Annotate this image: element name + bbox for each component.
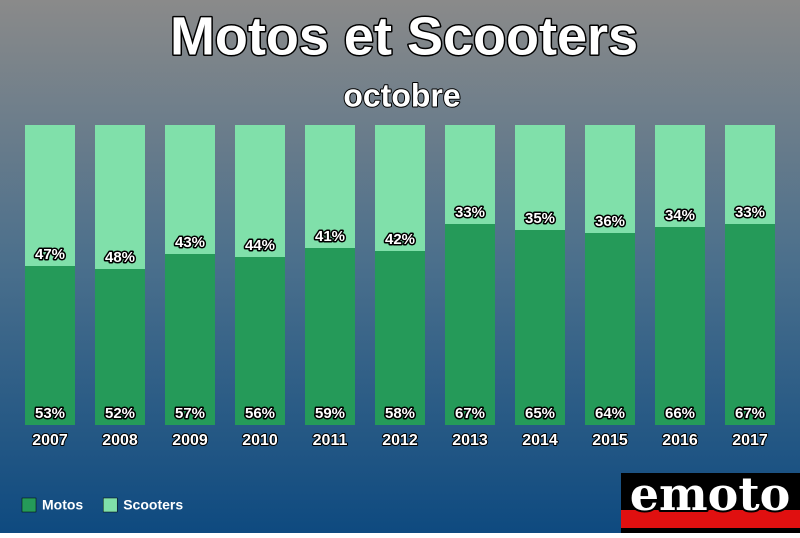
- value-label: 34%: [665, 207, 695, 224]
- bar-segment: [515, 125, 565, 230]
- bar-segment: [165, 254, 215, 425]
- legend-swatch: [102, 497, 118, 513]
- value-label: 41%: [315, 228, 345, 245]
- value-label: 33%: [455, 204, 485, 221]
- chart-title: Motos et Scooters: [170, 6, 638, 66]
- bar-segment: [235, 125, 285, 257]
- bar-segment: [375, 125, 425, 251]
- chart-subtitle: octobre: [343, 77, 460, 113]
- x-tick-label: 2008: [102, 432, 138, 449]
- x-tick-label: 2009: [172, 432, 208, 449]
- bar-segment: [515, 230, 565, 425]
- bar-segment: [305, 125, 355, 248]
- bar-segment: [725, 224, 775, 425]
- legend-swatch: [21, 497, 37, 513]
- x-tick-label: 2015: [592, 432, 628, 449]
- logo-text: emoto: [630, 467, 791, 521]
- x-tick-label: 2007: [32, 432, 68, 449]
- bar-segment: [95, 125, 145, 269]
- x-tick-label: 2017: [732, 432, 768, 449]
- x-tick-label: 2010: [242, 432, 278, 449]
- x-tick-label: 2014: [522, 432, 558, 449]
- value-label: 66%: [665, 405, 695, 422]
- value-label: 33%: [735, 204, 765, 221]
- bar-segment: [165, 125, 215, 254]
- value-label: 35%: [525, 210, 555, 227]
- value-label: 44%: [245, 237, 275, 254]
- value-label: 42%: [385, 231, 415, 248]
- bar-segment: [655, 125, 705, 227]
- value-label: 56%: [245, 405, 275, 422]
- value-label: 67%: [735, 405, 765, 422]
- legend-label: Motos: [42, 497, 83, 513]
- x-tick-label: 2016: [662, 432, 698, 449]
- value-label: 64%: [595, 405, 625, 422]
- x-tick-label: 2012: [382, 432, 418, 449]
- value-label: 47%: [35, 246, 65, 263]
- bar-segment: [375, 251, 425, 425]
- bar-segment: [655, 227, 705, 425]
- value-label: 48%: [105, 249, 135, 266]
- bar-segment: [25, 125, 75, 266]
- value-label: 53%: [35, 405, 65, 422]
- value-label: 65%: [525, 405, 555, 422]
- value-label: 36%: [595, 213, 625, 230]
- logo-stripe: [621, 510, 800, 528]
- value-label: 59%: [315, 405, 345, 422]
- bar-segment: [585, 233, 635, 425]
- logo: emoto: [621, 465, 800, 533]
- x-tick-label: 2013: [452, 432, 488, 449]
- bar-segment: [305, 248, 355, 425]
- bar-segment: [25, 266, 75, 425]
- value-label: 57%: [175, 405, 205, 422]
- bar-segment: [445, 224, 495, 425]
- value-label: 52%: [105, 405, 135, 422]
- legend-label: Scooters: [123, 497, 183, 513]
- value-label: 58%: [385, 405, 415, 422]
- bar-segment: [95, 269, 145, 425]
- bar-segment: [235, 257, 285, 425]
- x-tick-label: 2011: [313, 432, 348, 449]
- bar-segment: [445, 125, 495, 224]
- value-label: 43%: [175, 234, 205, 251]
- bar-segment: [725, 125, 775, 224]
- value-label: 67%: [455, 405, 485, 422]
- bar-segment: [585, 125, 635, 233]
